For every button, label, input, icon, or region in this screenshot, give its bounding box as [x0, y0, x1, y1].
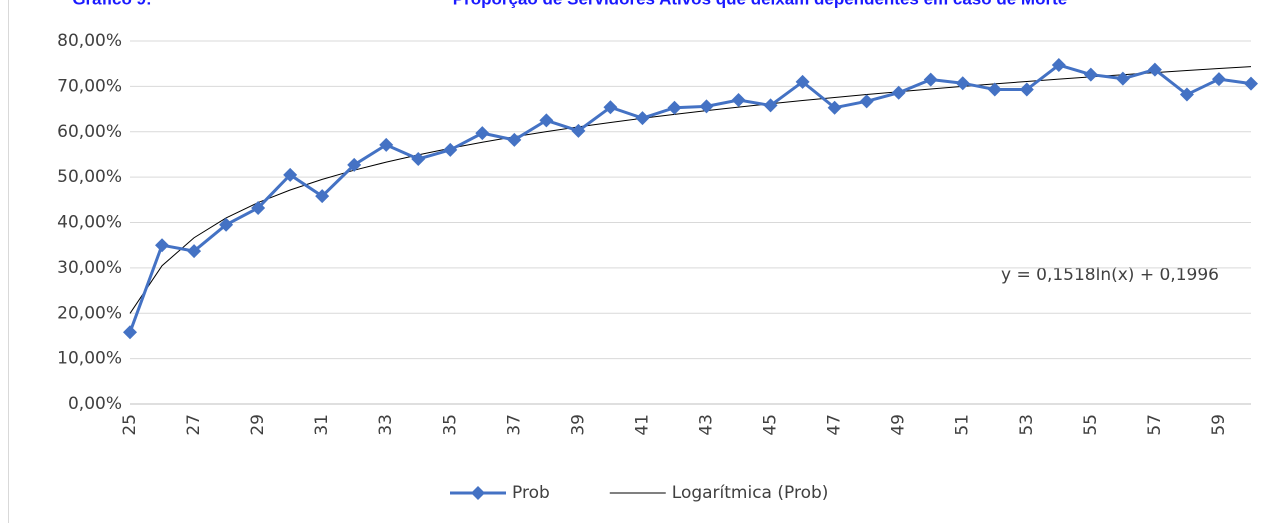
x-tick-label: 25 [120, 414, 140, 436]
x-tick-label: 29 [248, 414, 268, 436]
x-tick-label: 43 [697, 414, 717, 436]
data-point [1083, 67, 1098, 82]
data-point [187, 244, 202, 259]
data-point [891, 85, 906, 100]
y-tick-label: 20,00% [57, 303, 122, 323]
x-tick-label: 47 [825, 414, 845, 436]
x-tick-label: 37 [504, 414, 524, 436]
data-point [315, 189, 330, 204]
x-tick-label: 49 [889, 414, 909, 436]
data-point [699, 99, 714, 114]
y-tick-label: 30,00% [57, 258, 122, 278]
data-point [475, 126, 490, 141]
y-tick-label: 60,00% [57, 122, 122, 142]
data-point [507, 132, 522, 147]
chart-title: Proporção de Servidores Ativos que deixa… [453, 0, 1067, 8]
data-point [955, 76, 970, 91]
data-point [1147, 62, 1162, 77]
x-tick-label: 45 [761, 414, 781, 436]
data-point [123, 325, 137, 340]
data-point [1244, 76, 1258, 91]
data-point [379, 137, 394, 152]
legend-marker [471, 486, 485, 500]
data-point [795, 74, 810, 89]
data-point [635, 111, 650, 126]
trend-line [129, 66, 1252, 314]
data-point [1115, 71, 1130, 86]
x-tick-label: 53 [1017, 414, 1037, 436]
data-point [539, 113, 554, 128]
data-point [1019, 82, 1034, 97]
x-tick-label: 27 [184, 414, 204, 436]
x-tick-label: 35 [440, 414, 460, 436]
legend-label: Logarítmica (Prob) [672, 483, 829, 503]
data-point [603, 100, 618, 115]
y-tick-label: 0,00% [68, 394, 122, 414]
x-tick-label: 41 [632, 414, 652, 436]
data-point [411, 151, 426, 166]
data-point [1051, 58, 1066, 73]
data-point [251, 200, 266, 215]
y-tick-label: 50,00% [57, 167, 122, 187]
data-line [128, 63, 1252, 333]
data-point [1179, 87, 1194, 102]
data-point [731, 92, 746, 107]
y-tick-label: 80,00% [57, 31, 122, 51]
data-point [443, 142, 458, 157]
data-point [987, 82, 1002, 97]
data-point [859, 94, 874, 109]
data-point [155, 238, 170, 253]
data-point [763, 98, 778, 113]
x-tick-label: 55 [1081, 414, 1101, 436]
data-point [347, 157, 362, 172]
y-tick-label: 40,00% [57, 213, 122, 233]
chart-title-label: Gráfico 9: [72, 0, 151, 8]
legend-label: Prob [512, 483, 550, 503]
data-point [571, 123, 586, 138]
x-tick-label: 33 [376, 414, 396, 436]
data-point [923, 72, 938, 87]
y-tick-label: 10,00% [57, 349, 122, 369]
data-point [219, 217, 234, 232]
data-point [667, 100, 682, 115]
x-tick-label: 31 [312, 414, 332, 436]
data-point [283, 167, 298, 182]
x-tick-label: 39 [568, 414, 588, 436]
data-point [827, 100, 842, 115]
x-tick-label: 57 [1145, 414, 1165, 436]
trend-equation: y = 0,1518ln(x) + 0,1996 [1001, 265, 1219, 285]
y-tick-label: 70,00% [57, 76, 122, 96]
x-tick-label: 59 [1209, 414, 1229, 436]
data-point [1211, 72, 1226, 87]
x-tick-label: 51 [953, 414, 973, 436]
